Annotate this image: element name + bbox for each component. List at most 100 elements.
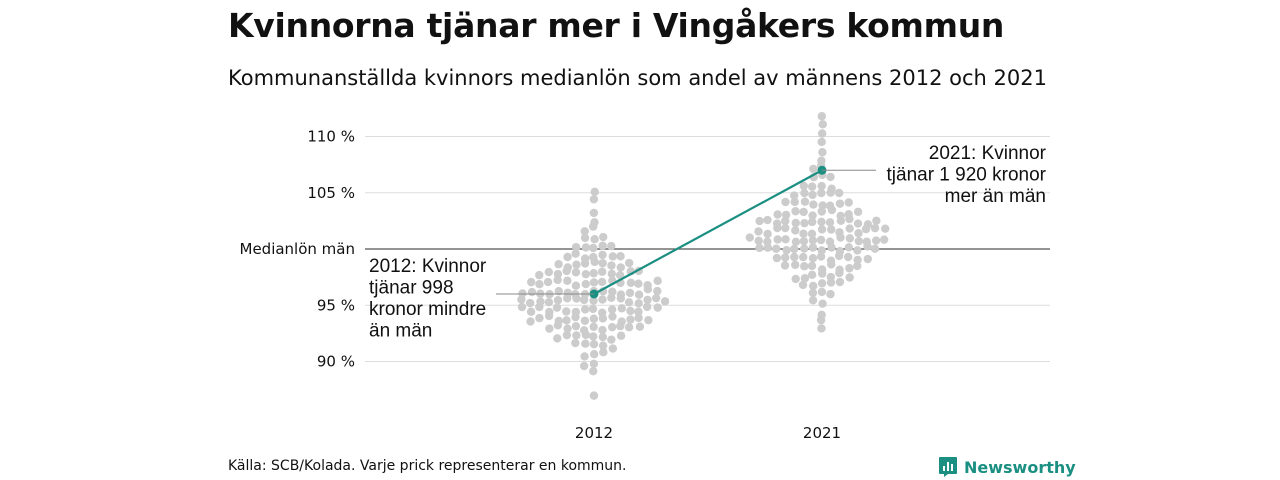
y-tick-label: 95 % — [317, 296, 355, 314]
municipality-dot — [643, 280, 652, 290]
municipality-dot — [598, 295, 607, 304]
municipality-dot — [862, 237, 871, 246]
municipality-dot — [834, 188, 844, 198]
municipality-dot — [526, 307, 536, 316]
municipality-dot — [642, 302, 652, 312]
y-tick-label: 105 % — [307, 184, 355, 202]
municipality-dot — [808, 288, 818, 298]
municipality-dot — [844, 252, 853, 262]
municipality-dot — [808, 281, 818, 291]
municipality-dot — [817, 246, 826, 255]
municipality-dot — [580, 352, 589, 361]
municipality-dot — [590, 218, 599, 227]
municipality-dot — [835, 228, 844, 237]
municipality-dot — [563, 324, 572, 333]
municipality-dot — [597, 308, 607, 317]
municipality-dot — [870, 244, 880, 253]
municipality-dot — [607, 269, 617, 279]
municipality-dot — [755, 243, 764, 253]
municipality-dot — [653, 276, 662, 286]
municipality-dot — [553, 334, 562, 343]
municipality-dot — [535, 270, 544, 280]
highlight-layer — [589, 165, 827, 299]
municipality-dot — [781, 197, 790, 207]
municipality-dot — [607, 261, 616, 270]
municipality-dot — [763, 237, 772, 246]
municipality-dot — [817, 279, 827, 288]
municipality-dot — [525, 298, 535, 308]
municipality-dot — [853, 219, 863, 228]
municipality-dot — [818, 120, 828, 129]
municipality-dot — [817, 310, 826, 320]
municipality-dot — [589, 391, 599, 400]
municipality-dot — [579, 361, 589, 371]
municipality-dot — [571, 338, 580, 348]
municipality-dot — [871, 236, 881, 245]
municipality-dot — [781, 235, 790, 244]
municipality-dot — [616, 252, 625, 261]
municipality-dot — [571, 242, 581, 252]
municipality-dot — [800, 218, 809, 228]
municipality-dot — [853, 246, 862, 255]
highlight-line — [593, 169, 823, 295]
municipality-dot — [808, 190, 817, 200]
municipality-dot — [617, 317, 626, 326]
municipality-dot — [816, 235, 826, 245]
municipality-dot — [599, 348, 608, 357]
municipality-dot — [598, 258, 607, 268]
annotation-2021-line: mer än män — [945, 186, 1046, 207]
municipality-dot — [589, 339, 599, 349]
municipality-dot — [579, 326, 589, 335]
y-tick-label: Medianlön män — [240, 240, 356, 258]
municipality-dot — [589, 269, 598, 278]
municipality-dot — [791, 207, 800, 216]
municipality-dot — [526, 277, 536, 287]
municipality-dot — [817, 217, 826, 227]
municipality-dot — [826, 172, 835, 182]
municipality-dot — [772, 219, 782, 228]
municipality-dot — [800, 262, 809, 271]
municipality-dot — [818, 148, 827, 157]
municipality-dot — [781, 210, 791, 220]
municipality-dot — [653, 286, 662, 296]
municipality-dot — [791, 274, 800, 284]
brand-logo[interactable]: Newsworthy — [938, 456, 1076, 478]
municipality-dot — [863, 220, 873, 229]
municipality-dot — [845, 234, 855, 243]
municipality-dot — [624, 323, 634, 332]
municipality-dot — [545, 307, 554, 317]
municipality-dot — [580, 227, 589, 236]
municipality-dot — [835, 277, 845, 287]
municipality-dot — [563, 263, 572, 272]
municipality-dot — [825, 237, 835, 246]
municipality-dot — [554, 260, 563, 269]
municipality-dot — [597, 267, 607, 276]
municipality-dot — [608, 322, 617, 332]
municipality-dot — [589, 332, 598, 341]
municipality-dot — [789, 191, 799, 200]
municipality-dot — [571, 249, 580, 258]
municipality-dot — [818, 299, 827, 308]
municipality-dot — [835, 199, 845, 208]
municipality-dot — [835, 265, 844, 274]
municipality-dot — [854, 229, 863, 238]
municipality-dot — [651, 293, 661, 303]
municipality-dot — [644, 315, 653, 325]
municipality-dot — [597, 277, 607, 287]
municipality-dot — [772, 253, 782, 263]
chart-subtitle: Kommunanställda kvinnors medianlön som a… — [228, 66, 1047, 90]
municipality-dot — [844, 243, 854, 252]
municipality-dot — [826, 289, 835, 299]
municipality-dot — [800, 244, 809, 253]
municipality-dot — [580, 305, 590, 314]
municipality-dot — [845, 224, 854, 233]
municipality-dot — [836, 211, 845, 221]
municipality-dot — [589, 252, 598, 262]
y-tick-label: 90 % — [317, 353, 355, 371]
chart-title: Kvinnorna tjänar mer i Vingåkers kommun — [228, 6, 1005, 45]
municipality-dot — [817, 265, 827, 274]
municipality-dot — [545, 324, 554, 333]
municipality-dot — [626, 306, 635, 316]
municipality-dot — [598, 325, 607, 335]
